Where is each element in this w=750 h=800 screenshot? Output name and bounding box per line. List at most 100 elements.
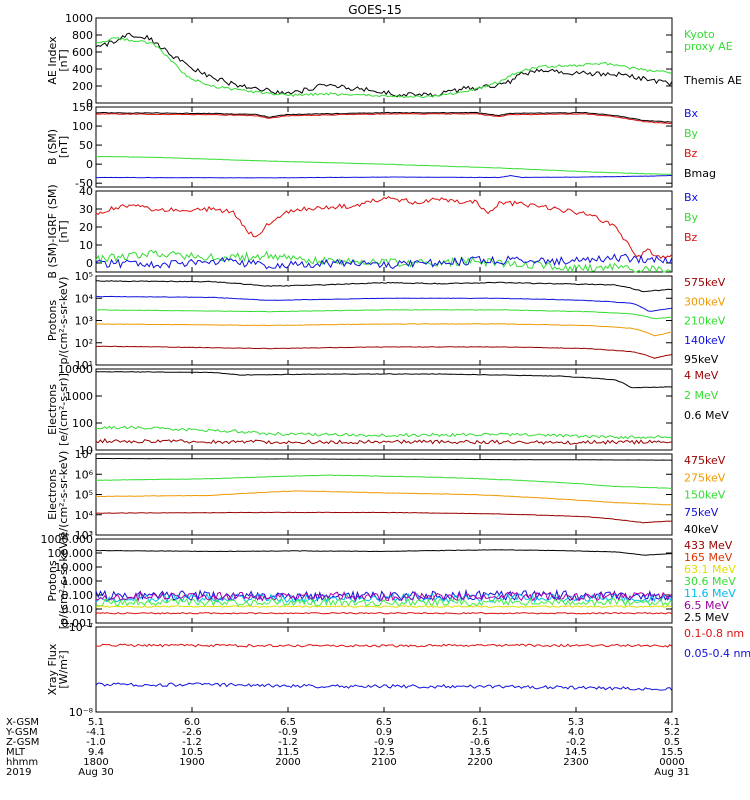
y-axis-label: Electronse/(cm²-s-sr-keV)	[46, 451, 70, 539]
legend-label: 6.5 MeV	[684, 599, 729, 612]
series-line-bx	[95, 253, 673, 270]
legend-label: 575keV	[684, 276, 726, 289]
series-line-165-mev	[95, 605, 673, 608]
y-tick-label: 10	[79, 239, 93, 252]
y-tick-label: 0	[86, 97, 93, 110]
legend-label: 210keV	[684, 315, 726, 328]
panel-frame	[95, 106, 673, 188]
series-line-75kev	[95, 474, 673, 489]
panel-ae: 0 200 400 600 800 1000 AE Index[nT] Kyotoproxy …	[46, 12, 742, 110]
series-line-0-1-0-8-nm	[95, 643, 673, 648]
series-line-0-6-mev	[96, 371, 673, 389]
x-axis-row-label: X-GSM	[6, 717, 39, 728]
series-line-0-05-0-4-nm	[95, 682, 673, 691]
y-tick-label: 100	[72, 120, 93, 133]
y-axis-label-line: Xray Flux	[46, 643, 59, 695]
series-line-210kev	[95, 309, 673, 320]
x-axis-value-zgsm: -0.9	[374, 737, 394, 748]
panel-frame	[95, 275, 673, 366]
y-tick-label: 100	[72, 417, 93, 430]
series-line-by	[95, 249, 672, 274]
series-line-575kev	[95, 280, 673, 293]
legend-label: 2 MeV	[684, 389, 719, 402]
series-line-2-mev	[95, 425, 673, 440]
legend-label: Themis AE	[683, 74, 742, 87]
series-line-140kev	[95, 323, 673, 337]
legend-label: 95keV	[684, 353, 719, 366]
legend-label: 0.1-0.8 nm	[684, 627, 744, 640]
x-axis-row-label: MLT	[6, 747, 26, 758]
legend-label: 275keV	[684, 471, 726, 484]
y-axis-label-line: p/(cm²-s-sr-keV)	[57, 277, 70, 365]
y-tick-label: 0.100	[62, 589, 94, 602]
y-axis-label-line: [nT]	[57, 136, 70, 158]
x-axis-row-label: Z-GSM	[6, 737, 39, 748]
legend-label: Bx	[684, 107, 699, 120]
y-tick-label: 10⁴	[75, 292, 94, 305]
series-line-95kev	[96, 345, 673, 359]
legend-label: Kyoto	[684, 28, 715, 41]
y-tick-label: 20	[79, 221, 93, 234]
y-axis-label: AE Index[nT]	[46, 36, 70, 85]
y-axis-label-line: [nT]	[57, 220, 70, 242]
x-axis-row-label: 2019	[6, 767, 31, 778]
x-axis-value-mlt: 15.5	[661, 747, 683, 758]
y-axis-label-line: Protons	[46, 300, 59, 341]
x-axis-value-ygsm: -2.6	[182, 727, 202, 738]
chart-title: GOES-15	[348, 3, 402, 17]
y-tick-label: 10	[79, 444, 93, 457]
series-line-433-mev	[95, 611, 673, 615]
legend-label: 475keV	[684, 454, 726, 467]
y-tick-label: 0.010	[62, 603, 94, 616]
legend-label: 300keV	[684, 295, 726, 308]
legend-label: 140keV	[684, 334, 726, 347]
x-axis-row-label: hhmm	[6, 757, 38, 768]
legend-label: Bz	[684, 231, 698, 244]
panel-bigrf: 0 10 20 30 40 B (SM)-IGRF (SM)[nT] Bx By Bz	[46, 184, 699, 278]
y-tick-label: 1000.000	[41, 533, 94, 546]
y-axis-label: Electrons[e/(cm²-s-sr)]	[46, 373, 70, 446]
series-line-themis-ae	[95, 32, 673, 98]
x-axis-value-xgsm: 6.0	[184, 717, 200, 728]
series-line-30-6-mev	[95, 590, 673, 603]
panel-frame	[95, 453, 673, 536]
y-tick-label: 10⁵	[75, 489, 93, 502]
y-tick-label: 10⁵	[75, 270, 93, 283]
series-line-4-mev	[95, 438, 673, 445]
x-axis-value-xgsm: 6.1	[472, 717, 488, 728]
y-axis-label-line: AE Index	[46, 36, 59, 85]
series-line-11-6-mev	[95, 592, 673, 605]
x-axis-value-xgsm: 5.1	[88, 717, 104, 728]
legend-label: By	[684, 127, 699, 140]
x-axis-value-mlt: 12.5	[373, 747, 395, 758]
x-axis-value-zgsm: -0.2	[566, 737, 586, 748]
legend-label: By	[684, 211, 699, 224]
panel-frame	[95, 626, 673, 713]
x-axis-value-hhmm: 1800	[83, 757, 108, 768]
y-axis-label-line: [W/m²]	[57, 650, 70, 688]
y-axis-label-line: e/(cm²-s-sr-keV)	[57, 451, 70, 539]
y-axis-label: Protons[p/(cm²-s-sr-keV)]	[46, 533, 70, 630]
panel-protons_mev: 0.0010.0100.1001.00010.000100.0001000.00…	[41, 533, 737, 630]
panel-frame	[95, 368, 673, 451]
series-line-bx	[96, 174, 673, 179]
y-axis-label-line: [p/(cm²-s-sr-keV)]	[57, 533, 70, 630]
x-axis-value-zgsm: -1.2	[278, 737, 298, 748]
series-line-40kev	[96, 457, 672, 461]
y-tick-label: 10¹	[75, 359, 93, 372]
panel-bsm: -50 0 50 100 150 B (SM)[nT] Bx By Bz Bmag	[46, 101, 716, 190]
y-axis-label: Protonsp/(cm²-s-sr-keV)	[46, 277, 70, 365]
x-axis-value-xgsm: 6.5	[280, 717, 296, 728]
y-axis-label-line: [nT]	[57, 49, 70, 71]
x-axis-value-zgsm: -1.2	[182, 737, 202, 748]
x-axis-value-ygsm: -0.9	[278, 727, 298, 738]
legend-label: 165 MeV	[684, 551, 733, 564]
y-axis-label: B (SM)[nT]	[46, 129, 70, 165]
y-axis-label-line: B (SM)-IGRF (SM)	[46, 184, 59, 278]
x-axis-value-zgsm: -1.0	[86, 737, 106, 748]
y-axis-label: B (SM)-IGRF (SM)[nT]	[46, 184, 70, 278]
y-tick-label: 800	[72, 29, 93, 42]
y-tick-label: 10³	[75, 315, 93, 328]
legend-label: Bx	[684, 191, 699, 204]
